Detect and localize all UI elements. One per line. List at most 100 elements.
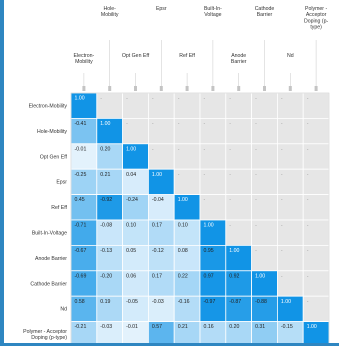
cell-value-label: 0.22 <box>178 273 188 279</box>
empty-cell[interactable] <box>302 143 330 170</box>
cell-value-label: 1.00 <box>281 299 291 305</box>
cell-value-label: 0.21 <box>100 172 110 178</box>
empty-cell[interactable] <box>173 92 201 119</box>
column-header-top: Epsr <box>156 6 167 12</box>
correlation-cell[interactable] <box>276 321 304 346</box>
cell-value-label: 0.05 <box>126 248 136 254</box>
cell-value-label: 1.00 <box>75 96 85 102</box>
empty-cell[interactable] <box>225 143 253 170</box>
correlation-cell[interactable] <box>225 244 253 272</box>
correlation-cell[interactable] <box>147 321 175 346</box>
empty-cell[interactable] <box>251 194 278 221</box>
row-label-line: Ref Eff <box>51 205 67 211</box>
row-label: Anode Barrier <box>35 256 67 262</box>
column-header-top-line: Barrier <box>257 12 273 18</box>
cell-value-label: - <box>229 96 231 102</box>
correlation-cell[interactable] <box>122 143 149 170</box>
correlation-cell[interactable] <box>122 295 149 323</box>
empty-cell[interactable] <box>147 92 175 119</box>
column-header-bottom: Opt Gen Eff <box>122 53 150 59</box>
cell-value-label: 1.00 <box>255 273 265 279</box>
correlation-cell[interactable] <box>96 118 124 145</box>
cell-value-label: -0.15 <box>281 324 293 330</box>
correlation-cell[interactable] <box>251 270 278 297</box>
column-header-top-line: Mobility <box>101 12 119 18</box>
column-header-top: Cathode Barrier <box>255 6 275 18</box>
correlation-cell[interactable] <box>122 219 149 246</box>
row-label: Epsr <box>56 180 67 186</box>
empty-cell[interactable] <box>276 194 304 221</box>
correlation-cell[interactable] <box>173 270 201 297</box>
cell-value-label: - <box>178 121 180 127</box>
column-header-bottom-line: Anode <box>231 53 246 59</box>
correlation-cell[interactable] <box>96 194 124 221</box>
cell-value-label: - <box>281 223 283 229</box>
correlation-cell[interactable] <box>70 194 98 221</box>
correlation-cell[interactable] <box>173 321 201 346</box>
row-label-line: Polymer - Acceptor <box>23 329 67 335</box>
empty-cell[interactable] <box>225 168 253 195</box>
cell-value-label: 0.95 <box>204 248 214 254</box>
cell-value-label: - <box>229 172 231 178</box>
cell-value-label: 0.58 <box>75 299 85 305</box>
row-label: Built-In-Voltage <box>32 231 67 237</box>
cell-value-label: 1.00 <box>204 223 214 229</box>
empty-cell[interactable] <box>199 168 227 195</box>
correlation-cell[interactable] <box>70 270 98 297</box>
cell-value-label: -0.03 <box>100 324 112 330</box>
empty-cell[interactable] <box>199 118 227 145</box>
empty-cell[interactable] <box>173 168 201 195</box>
cell-value-label: -0.92 <box>100 197 112 203</box>
correlation-cell[interactable] <box>122 321 149 346</box>
column-header-top-line: Cathode <box>255 6 275 12</box>
empty-cell[interactable] <box>276 143 304 170</box>
empty-cell[interactable] <box>122 118 149 145</box>
cell-value-label: - <box>281 197 283 203</box>
correlation-cell[interactable] <box>251 321 278 346</box>
empty-cell[interactable] <box>225 92 253 119</box>
correlation-cell[interactable] <box>70 118 98 145</box>
row-label: Nd <box>60 307 67 313</box>
empty-cell[interactable] <box>199 143 227 170</box>
row-label-line: Nd <box>60 307 67 313</box>
cell-value-label: -0.41 <box>75 121 87 127</box>
correlation-cell[interactable] <box>70 219 98 246</box>
cell-value-label: - <box>307 172 309 178</box>
correlation-cell[interactable] <box>225 321 253 346</box>
cell-value-label: -0.67 <box>75 248 87 254</box>
cell-value-label: 0.92 <box>229 273 239 279</box>
empty-cell[interactable] <box>276 92 304 119</box>
correlation-cell[interactable] <box>96 168 124 195</box>
correlation-cell[interactable] <box>199 321 227 346</box>
column-tick-mark <box>185 86 189 91</box>
empty-cell[interactable] <box>199 194 227 221</box>
row-label: Hole-Mobility <box>37 129 67 135</box>
correlation-cell[interactable] <box>96 244 124 272</box>
empty-cell[interactable] <box>276 168 304 195</box>
correlation-cell[interactable] <box>147 219 175 246</box>
correlation-cell[interactable] <box>302 321 330 346</box>
column-tick-mark <box>82 86 86 91</box>
empty-cell[interactable] <box>225 219 253 246</box>
correlation-cell[interactable] <box>173 244 201 272</box>
cell-value-label: 0.45 <box>75 197 85 203</box>
column-header-top-line: Built-In- <box>204 6 222 12</box>
cell-value-label: -0.25 <box>75 172 87 178</box>
column-header-bottom-line: Opt Gen Eff <box>122 53 150 59</box>
empty-cell[interactable] <box>302 168 330 195</box>
cell-value-label: - <box>307 96 309 102</box>
correlation-cell[interactable] <box>225 295 253 323</box>
cell-value-label: - <box>255 248 257 254</box>
cell-value-label: - <box>152 121 154 127</box>
empty-cell[interactable] <box>302 219 330 246</box>
column-header-top-line: Epsr <box>156 6 167 12</box>
correlation-cell[interactable] <box>96 219 124 246</box>
correlation-cell[interactable] <box>147 194 175 221</box>
correlation-cell[interactable] <box>122 270 149 297</box>
column-header-top: Built-In-Voltage <box>204 6 222 18</box>
empty-cell[interactable] <box>225 118 253 145</box>
cell-value-label: 1.00 <box>152 172 162 178</box>
correlation-cell[interactable] <box>96 143 124 170</box>
empty-cell[interactable] <box>199 92 227 119</box>
